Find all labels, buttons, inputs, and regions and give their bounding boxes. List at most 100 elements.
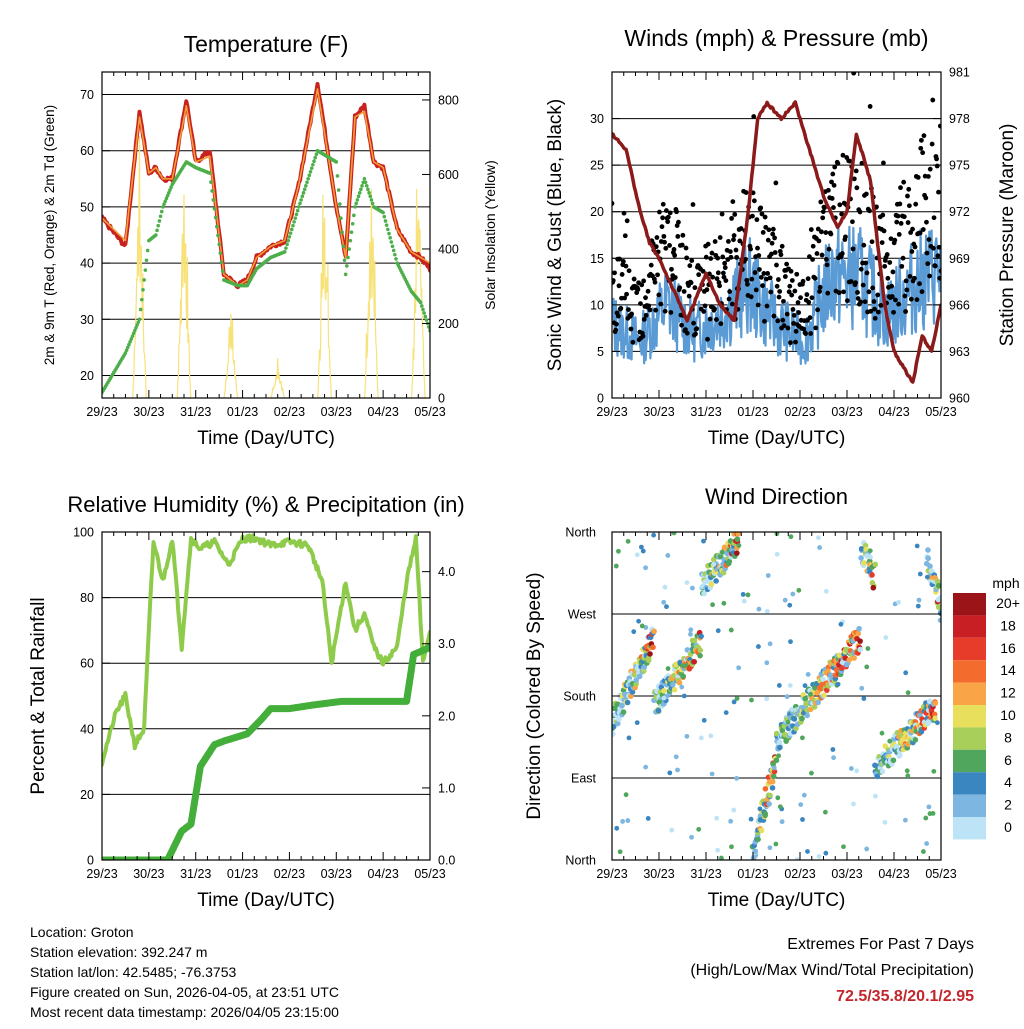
direction-point xyxy=(697,652,703,659)
direction-point xyxy=(734,550,740,556)
dewpoint-point xyxy=(389,240,394,244)
direction-point xyxy=(872,561,879,568)
dewpoint-point xyxy=(359,187,363,192)
dewpoint-point xyxy=(125,345,130,350)
gust-point xyxy=(655,272,660,278)
gust-point xyxy=(855,296,861,301)
gust-point xyxy=(879,240,885,246)
dewpoint-point xyxy=(309,166,314,171)
legend-swatch xyxy=(953,682,986,705)
gust-point xyxy=(727,249,733,255)
y-tick-label: 10 xyxy=(590,298,604,312)
dewpoint-point xyxy=(390,244,395,249)
gust-point xyxy=(784,311,790,317)
y-tick-label: 30 xyxy=(80,313,94,327)
gust-point xyxy=(715,255,721,261)
y-tick-label: 80 xyxy=(80,591,94,605)
direction-point xyxy=(790,591,796,597)
direction-point xyxy=(928,568,935,574)
direction-point xyxy=(879,730,885,736)
gust-point xyxy=(755,302,761,308)
gust-point xyxy=(857,209,863,215)
direction-point xyxy=(645,816,651,821)
y-tick-label: 60 xyxy=(80,657,94,671)
direction-point xyxy=(669,827,675,833)
legend-label: 0 xyxy=(1004,819,1012,835)
direction-point xyxy=(734,536,741,543)
dewpoint-point xyxy=(354,201,359,206)
direction-point xyxy=(631,629,637,635)
dewpoint-point xyxy=(362,176,367,181)
direction-point xyxy=(848,766,854,771)
gust-point xyxy=(808,331,814,336)
total-rainfall-line xyxy=(102,643,430,860)
direction-point xyxy=(770,773,777,780)
direction-point xyxy=(715,847,721,853)
direction-point xyxy=(787,602,793,608)
direction-point xyxy=(822,809,828,815)
direction-point xyxy=(931,768,937,774)
gust-point xyxy=(770,226,776,232)
x-axis-label: Time (Day/UTC) xyxy=(197,890,335,911)
y-tick-label: 40 xyxy=(80,257,94,271)
direction-point xyxy=(634,552,640,558)
dewpoint-point xyxy=(215,224,219,229)
dewpoint-point xyxy=(219,260,224,264)
direction-point xyxy=(713,578,719,584)
direction-point xyxy=(731,807,737,813)
gust-point xyxy=(751,114,757,119)
gust-point xyxy=(702,303,708,309)
x-tick-label: 04/23 xyxy=(878,405,909,419)
dewpoint-point xyxy=(391,248,396,253)
direction-point xyxy=(863,546,869,553)
gust-point xyxy=(901,214,907,220)
gust-point xyxy=(667,210,673,216)
direction-point xyxy=(765,573,771,578)
gust-point xyxy=(714,276,720,282)
dewpoint-point xyxy=(169,185,173,190)
gust-point xyxy=(630,339,636,345)
y-tick-label: 50 xyxy=(80,200,94,214)
x-tick-label: 29/23 xyxy=(596,405,627,419)
gust-point xyxy=(924,250,930,256)
gust-point xyxy=(836,290,842,296)
gust-point xyxy=(809,295,815,301)
y2-tick-label: 978 xyxy=(949,112,970,126)
gust-point xyxy=(862,299,868,305)
gust-point xyxy=(795,300,801,305)
dewpoint-point xyxy=(336,188,341,192)
gust-point xyxy=(780,317,786,323)
gust-point xyxy=(895,213,901,219)
gust-point xyxy=(937,123,941,129)
direction-point xyxy=(698,633,704,640)
gust-point xyxy=(624,218,630,224)
direction-point xyxy=(701,590,707,597)
gust-point xyxy=(863,260,869,266)
dewpoint-point xyxy=(298,201,302,206)
gust-point xyxy=(908,296,914,302)
direction-point xyxy=(836,652,843,659)
gust-point xyxy=(930,97,936,103)
direction-point xyxy=(691,658,698,665)
gust-point xyxy=(773,180,779,186)
gust-point xyxy=(825,290,831,296)
dewpoint-point xyxy=(133,328,137,333)
direction-point xyxy=(896,752,903,758)
dewpoint-point xyxy=(418,300,423,305)
y2-tick-label: 3.0 xyxy=(438,637,455,651)
gust-point xyxy=(709,250,715,256)
gust-point xyxy=(920,227,926,232)
dewpoint-point xyxy=(165,193,170,198)
dewpoint-point xyxy=(143,268,148,272)
gust-point xyxy=(731,237,736,243)
gust-point xyxy=(867,104,873,109)
gust-point xyxy=(901,179,907,185)
x-tick-label: 04/23 xyxy=(368,405,399,419)
y-tick-label: North xyxy=(565,854,596,868)
gust-point xyxy=(820,215,826,221)
legend-label: 6 xyxy=(1004,752,1012,768)
y-axis-label: Sonic Wind & Gust (Blue, Black) xyxy=(545,99,566,371)
x-tick-label: 03/23 xyxy=(831,405,862,419)
gust-point xyxy=(796,310,802,315)
direction-point xyxy=(858,555,864,561)
